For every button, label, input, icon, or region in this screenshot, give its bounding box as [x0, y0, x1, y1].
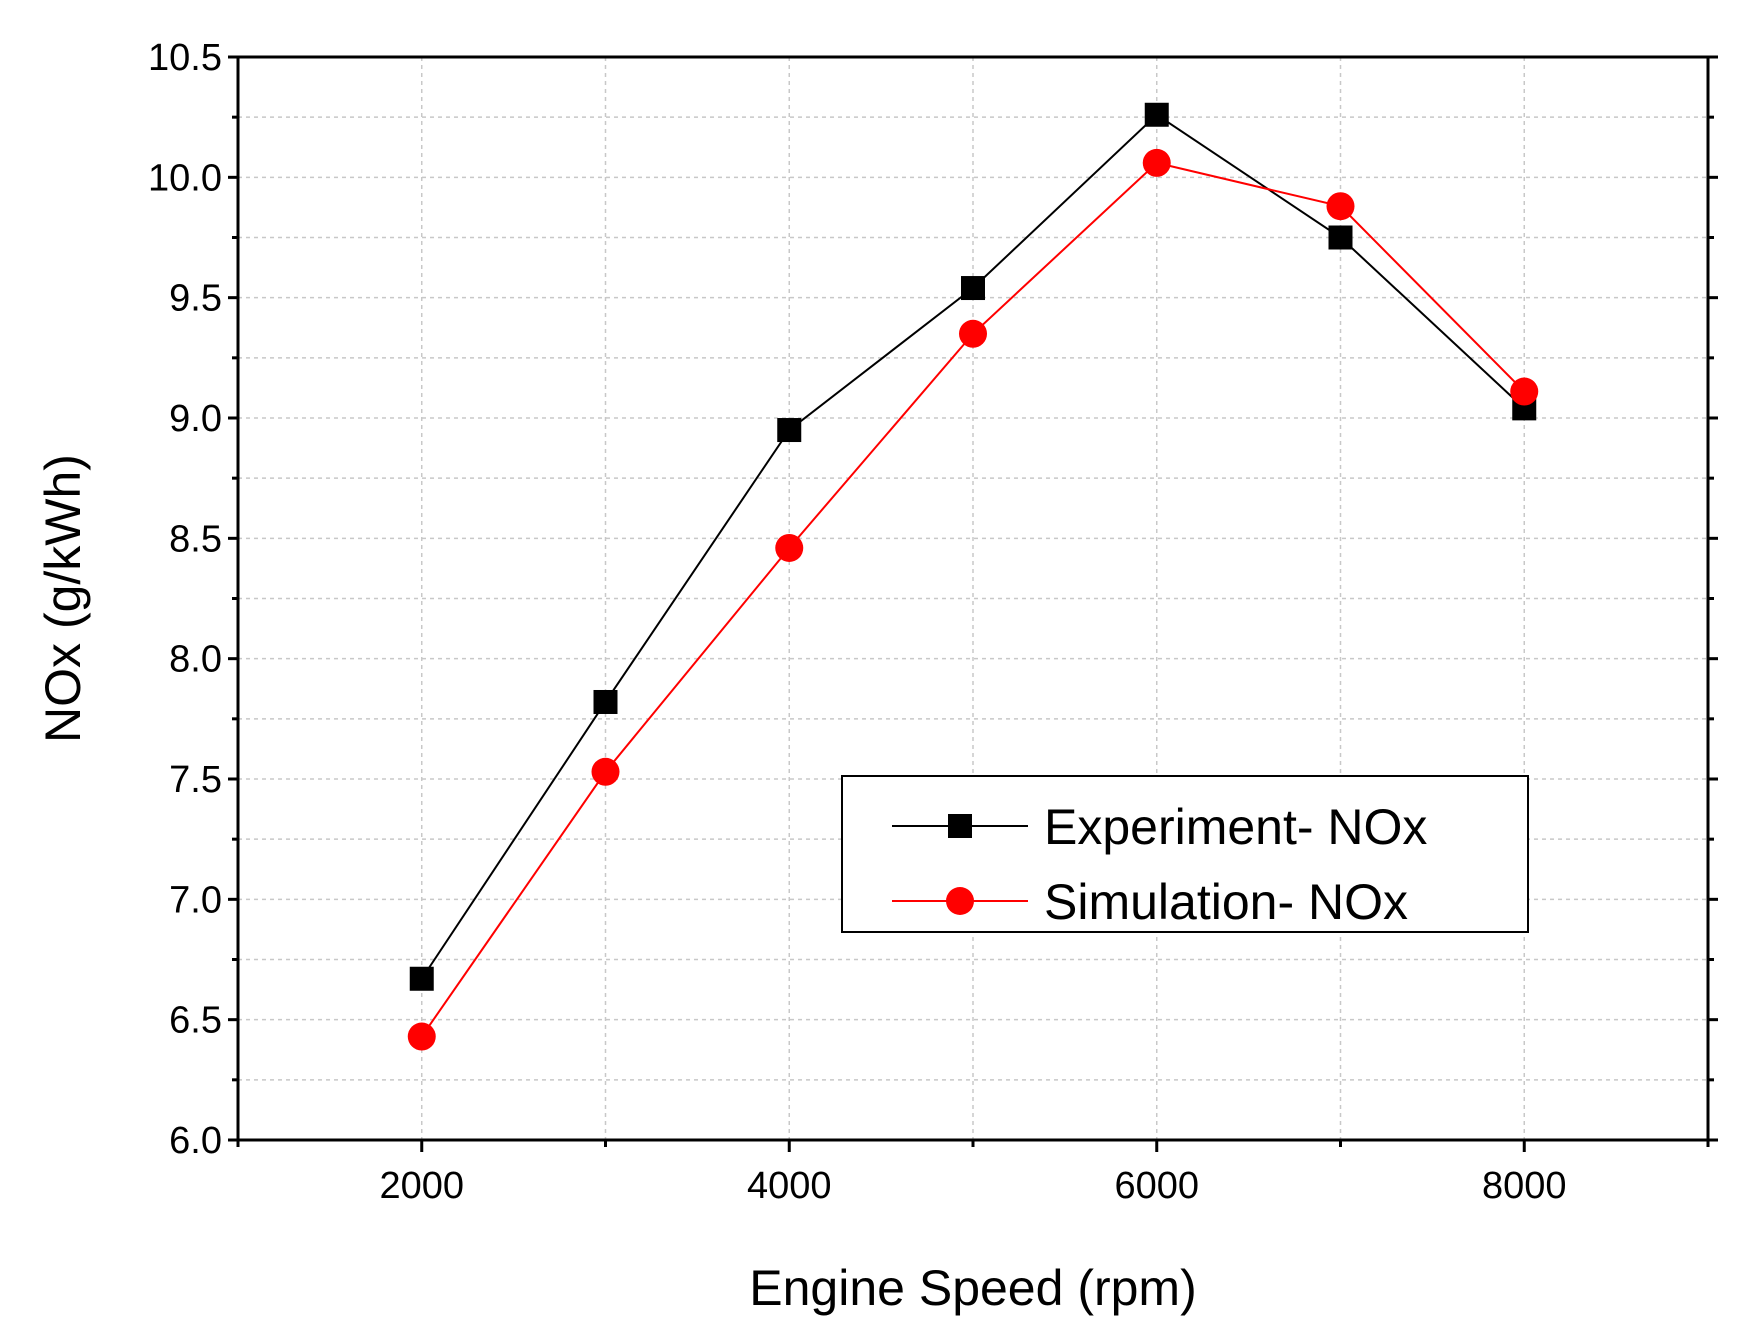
y-tick-label: 6.0 — [169, 1120, 222, 1162]
y-tick-label: 6.5 — [169, 1000, 222, 1042]
y-tick-label: 10.0 — [148, 157, 222, 199]
data-point-simulation — [1510, 377, 1539, 406]
data-point-simulation — [959, 319, 987, 348]
axis-ticks: 6.0 6.5 7.0 7.5 8.0 8.5 9.0 9.5 10.0 10.5 2000 4000… — [148, 37, 1718, 1207]
y-tick-label: 9.5 — [169, 278, 222, 320]
legend-marker-experiment — [948, 814, 972, 838]
data-point-simulation — [1326, 192, 1355, 221]
y-tick-label: 8.5 — [169, 518, 222, 560]
data-point-experiment — [593, 689, 618, 714]
x-tick-label: 4000 — [747, 1165, 832, 1207]
legend-label-experiment: Experiment- NOx — [1044, 799, 1427, 855]
data-point-experiment — [961, 276, 985, 301]
data-series — [407, 102, 1539, 1051]
x-tick-label: 2000 — [379, 1165, 464, 1207]
grid-lines — [238, 57, 1708, 1140]
y-tick-label: 7.0 — [169, 879, 222, 921]
legend: Experiment- NOx Simulation- NOx — [841, 775, 1529, 933]
x-tick-label: 6000 — [1114, 1165, 1199, 1207]
data-point-experiment — [777, 418, 802, 443]
y-axis-title: NOx (g/kWh) — [35, 454, 91, 743]
x-tick-label: 8000 — [1482, 1165, 1567, 1207]
data-point-simulation — [407, 1022, 436, 1051]
x-axis-title: Engine Speed (rpm) — [749, 1260, 1196, 1316]
data-point-simulation — [591, 757, 620, 786]
legend-label-simulation: Simulation- NOx — [1044, 874, 1408, 930]
y-tick-label: 8.0 — [169, 639, 222, 681]
y-tick-label: 10.5 — [148, 37, 222, 79]
data-point-experiment — [1144, 102, 1169, 127]
data-point-experiment — [409, 966, 434, 991]
y-tick-label: 9.0 — [169, 398, 222, 440]
data-point-experiment — [1328, 225, 1353, 250]
data-point-simulation — [775, 533, 804, 562]
y-tick-label: 7.5 — [169, 759, 222, 801]
legend-marker-simulation — [946, 887, 974, 915]
data-point-simulation — [1142, 148, 1171, 177]
